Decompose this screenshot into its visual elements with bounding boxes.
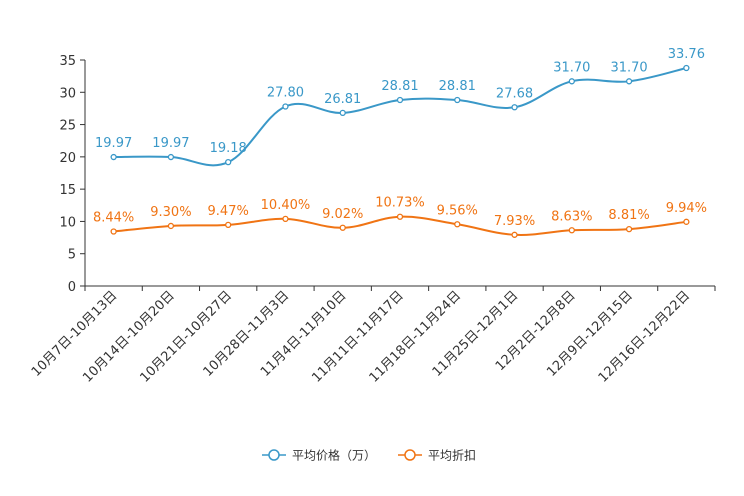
y-tick-label: 0 bbox=[68, 280, 76, 295]
data-point[interactable] bbox=[683, 64, 690, 72]
y-tick-label: 15 bbox=[59, 183, 76, 198]
data-point[interactable] bbox=[454, 221, 461, 228]
legend-label: 平均价格（万） bbox=[292, 448, 376, 463]
data-label: 19.18 bbox=[210, 141, 247, 156]
data-point[interactable] bbox=[454, 96, 461, 104]
legend-label: 平均折扣 bbox=[428, 448, 476, 463]
legend-marker-icon bbox=[268, 449, 280, 461]
data-label: 33.76 bbox=[668, 47, 705, 62]
y-tick-label: 10 bbox=[59, 215, 76, 230]
data-label: 9.47% bbox=[208, 204, 249, 219]
data-label: 31.70 bbox=[553, 60, 590, 75]
data-point[interactable] bbox=[167, 153, 175, 161]
data-label: 9.56% bbox=[437, 203, 478, 218]
data-point[interactable] bbox=[625, 78, 633, 85]
data-point[interactable] bbox=[339, 109, 346, 117]
data-point[interactable] bbox=[568, 78, 575, 85]
y-axis-ticks: 0 5 10 15 20 25 30 35 bbox=[59, 54, 85, 295]
data-label: 26.81 bbox=[324, 92, 361, 107]
data-label: 27.68 bbox=[496, 86, 533, 101]
data-point[interactable] bbox=[282, 103, 289, 110]
data-point[interactable] bbox=[282, 215, 289, 222]
data-point[interactable] bbox=[225, 159, 232, 166]
data-point[interactable] bbox=[511, 231, 518, 238]
data-label: 9.30% bbox=[150, 205, 191, 220]
series-2: 8.44% 9.30% 9.47% 10.40% 9.02% 10.73% 9.56% 7.9… bbox=[93, 196, 707, 238]
legend-item-1[interactable]: 平均价格（万） bbox=[262, 448, 376, 463]
data-label: 19.97 bbox=[95, 136, 132, 151]
data-point[interactable] bbox=[167, 222, 175, 230]
data-label: 8.81% bbox=[608, 208, 649, 223]
data-point[interactable] bbox=[225, 221, 232, 229]
data-label: 10.73% bbox=[375, 196, 425, 211]
data-label: 10.40% bbox=[261, 198, 311, 213]
data-label: 27.80 bbox=[267, 85, 304, 100]
legend-item-2[interactable]: 平均折扣 bbox=[398, 448, 476, 463]
y-tick-label: 35 bbox=[59, 54, 76, 69]
data-point[interactable] bbox=[511, 104, 518, 111]
data-point[interactable] bbox=[683, 218, 690, 225]
legend[interactable]: 平均价格（万） 平均折扣 bbox=[262, 448, 476, 463]
legend-marker-icon bbox=[404, 449, 416, 461]
data-label: 8.44% bbox=[93, 211, 134, 226]
data-point[interactable] bbox=[110, 228, 117, 235]
data-label: 19.97 bbox=[152, 136, 189, 151]
series-1: 19.97 19.97 19.18 27.80 26.81 28.81 28.81 27.68… bbox=[95, 47, 705, 167]
data-point[interactable] bbox=[625, 225, 633, 233]
data-point[interactable] bbox=[396, 213, 404, 220]
data-label: 28.81 bbox=[381, 79, 418, 94]
y-tick-label: 5 bbox=[68, 248, 76, 263]
data-label: 31.70 bbox=[610, 60, 647, 75]
x-axis-ticks: 10月7日-10月13日10月14日-10月20日10月21日-10月27日10… bbox=[29, 286, 716, 386]
data-label: 9.02% bbox=[322, 207, 363, 222]
y-tick-label: 20 bbox=[59, 151, 76, 166]
data-point[interactable] bbox=[110, 153, 117, 161]
data-point[interactable] bbox=[568, 227, 575, 234]
axes bbox=[84, 60, 715, 287]
data-point[interactable] bbox=[339, 224, 346, 231]
data-label: 28.81 bbox=[439, 79, 476, 94]
data-label: 8.63% bbox=[551, 209, 592, 224]
y-tick-label: 30 bbox=[59, 86, 76, 101]
y-tick-label: 25 bbox=[59, 119, 76, 134]
data-point[interactable] bbox=[396, 96, 404, 104]
data-label: 7.93% bbox=[494, 214, 535, 229]
data-label: 9.94% bbox=[666, 201, 707, 216]
series-group: 19.97 19.97 19.18 27.80 26.81 28.81 28.81 27.68… bbox=[93, 47, 707, 238]
